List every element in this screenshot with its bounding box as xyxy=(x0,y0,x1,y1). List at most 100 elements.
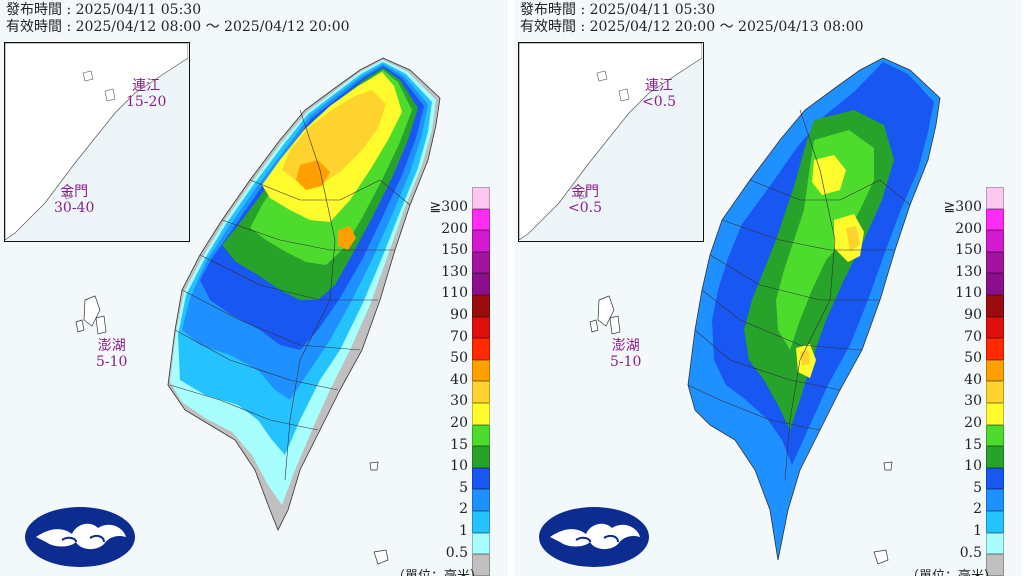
legend-row: 0.5 xyxy=(948,532,1012,561)
legend-row: 90 xyxy=(948,294,1012,323)
legend-swatch xyxy=(986,316,1004,339)
legend-label: 20 xyxy=(450,414,468,431)
legend-row: 110 xyxy=(948,273,1012,301)
legend-label: ≧300 xyxy=(429,199,468,215)
legend-label: 90 xyxy=(964,306,982,323)
legend-swatch xyxy=(472,554,490,576)
legend-row: 30 xyxy=(948,381,1012,409)
legend-row: 1 xyxy=(434,510,498,539)
matsu-label: 連江 15-20 xyxy=(126,78,167,110)
issue-time-line: 發布時間 : 2025/04/11 05:30 xyxy=(6,2,202,18)
legend-row: 5 xyxy=(434,467,498,496)
legend-label: 200 xyxy=(955,220,982,237)
legend-label: 50 xyxy=(450,350,468,367)
legend-row: 5 xyxy=(948,467,1012,496)
panel-divider xyxy=(508,0,514,576)
legend-row: 90 xyxy=(434,294,498,323)
legend-label: 30 xyxy=(964,393,982,410)
legend-row: 130 xyxy=(434,251,498,280)
legend-row: 10 xyxy=(434,446,498,474)
legend-swatch xyxy=(986,554,1004,576)
legend-label: 1 xyxy=(973,522,982,539)
legend-swatch xyxy=(472,273,490,295)
penghu-islands xyxy=(75,295,107,335)
legend-swatch xyxy=(986,402,1004,425)
legend-row: 15 xyxy=(434,424,498,453)
unit-label: （單位：毫米） xyxy=(392,565,483,576)
rain-zone-50-70-b xyxy=(800,350,810,366)
rain-zone-50-70 xyxy=(846,226,860,252)
rain-zone-70-90-b xyxy=(338,226,356,250)
legend-row: 110 xyxy=(434,273,498,301)
legend-label: 90 xyxy=(450,306,468,323)
issue-time-line: 發布時間 : 2025/04/11 05:30 xyxy=(520,2,716,18)
legend-label: 2 xyxy=(973,501,982,518)
cwa-cloud-logo-icon xyxy=(539,507,649,567)
small-islands xyxy=(369,461,389,565)
legend-label: 150 xyxy=(441,242,468,259)
legend-swatch xyxy=(472,294,490,317)
kinmen-label: 金門 30-40 xyxy=(54,184,95,216)
legend-swatch xyxy=(986,273,1004,295)
legend-label: 15 xyxy=(450,436,468,453)
legend-swatch xyxy=(986,424,1004,447)
legend-swatch xyxy=(986,510,1004,533)
county-boundaries xyxy=(169,109,411,481)
legend-label: 40 xyxy=(964,371,982,388)
legend-label: 1 xyxy=(459,522,468,539)
legend-swatch xyxy=(986,489,1004,511)
legend-row: 50 xyxy=(434,338,498,366)
legend-label: 150 xyxy=(955,242,982,259)
forecast-panel-day: 連江 15-20 金門 30-40 澎湖 5-10 發布時間 : 2025/04… xyxy=(0,0,508,576)
forecast-panel-night: 連江 <0.5 金門 <0.5 澎湖 5-10 發布時間 : 2025/04/1… xyxy=(514,0,1022,576)
legend-row: 20 xyxy=(948,402,1012,431)
legend-row: ≧300 xyxy=(430,187,498,215)
rainfall-legend: ≧300 200 150 130 110 90 70 50 40 30 20 15 10 5 2 1 0.5 xyxy=(430,187,498,576)
rain-zone-70-90 xyxy=(296,160,330,190)
legend-label: 40 xyxy=(450,371,468,388)
legend-row: ≧300 xyxy=(944,187,1012,215)
legend-swatch xyxy=(472,359,490,382)
legend-row: 130 xyxy=(948,251,1012,280)
legend-label: 200 xyxy=(441,220,468,237)
legend-swatch xyxy=(472,532,490,555)
matsu-label: 連江 <0.5 xyxy=(642,78,676,110)
legend-row: 2 xyxy=(434,489,498,517)
kinmen-label: 金門 <0.5 xyxy=(568,184,602,216)
county-boundaries xyxy=(687,109,911,481)
legend-label: 2 xyxy=(459,501,468,518)
legend-row: 70 xyxy=(948,316,1012,345)
legend-row: 40 xyxy=(948,359,1012,388)
china-coast-outline xyxy=(518,42,703,241)
legend-swatch xyxy=(986,230,1004,252)
penghu-label: 澎湖 5-10 xyxy=(610,338,642,370)
legend-swatch xyxy=(472,316,490,339)
legend-row: 50 xyxy=(948,338,1012,366)
legend-row: 1 xyxy=(948,510,1012,539)
legend-row: 150 xyxy=(434,230,498,258)
legend-label: 0.5 xyxy=(959,544,982,561)
small-islands xyxy=(873,461,893,565)
legend-swatch xyxy=(986,294,1004,317)
legend-swatch xyxy=(472,251,490,274)
legend-label: 130 xyxy=(955,263,982,280)
legend-label: 5 xyxy=(973,479,982,496)
legend-label: 50 xyxy=(964,350,982,367)
offshore-islands-inset xyxy=(518,42,704,242)
forecast-header: 發布時間 : 2025/04/11 05:30 有效時間 : 2025/04/1… xyxy=(520,2,864,36)
legend-swatch xyxy=(986,532,1004,555)
valid-time-line: 有效時間 : 2025/04/12 08:00 ～ 2025/04/12 20:… xyxy=(6,19,350,35)
legend-row: 150 xyxy=(948,230,1012,258)
legend-swatch xyxy=(472,381,490,403)
rain-zone-40-50 xyxy=(812,155,846,195)
legend-label: ≧300 xyxy=(943,199,982,215)
taiwan-rainfall-map-night xyxy=(589,57,941,565)
legend-swatch xyxy=(986,467,1004,490)
penghu-islands xyxy=(589,295,621,335)
taiwan-rainfall-map-day xyxy=(75,57,441,565)
legend-swatch xyxy=(986,251,1004,274)
legend-label: 5 xyxy=(459,479,468,496)
legend-row: 40 xyxy=(434,359,498,388)
legend-label: 110 xyxy=(441,285,468,302)
